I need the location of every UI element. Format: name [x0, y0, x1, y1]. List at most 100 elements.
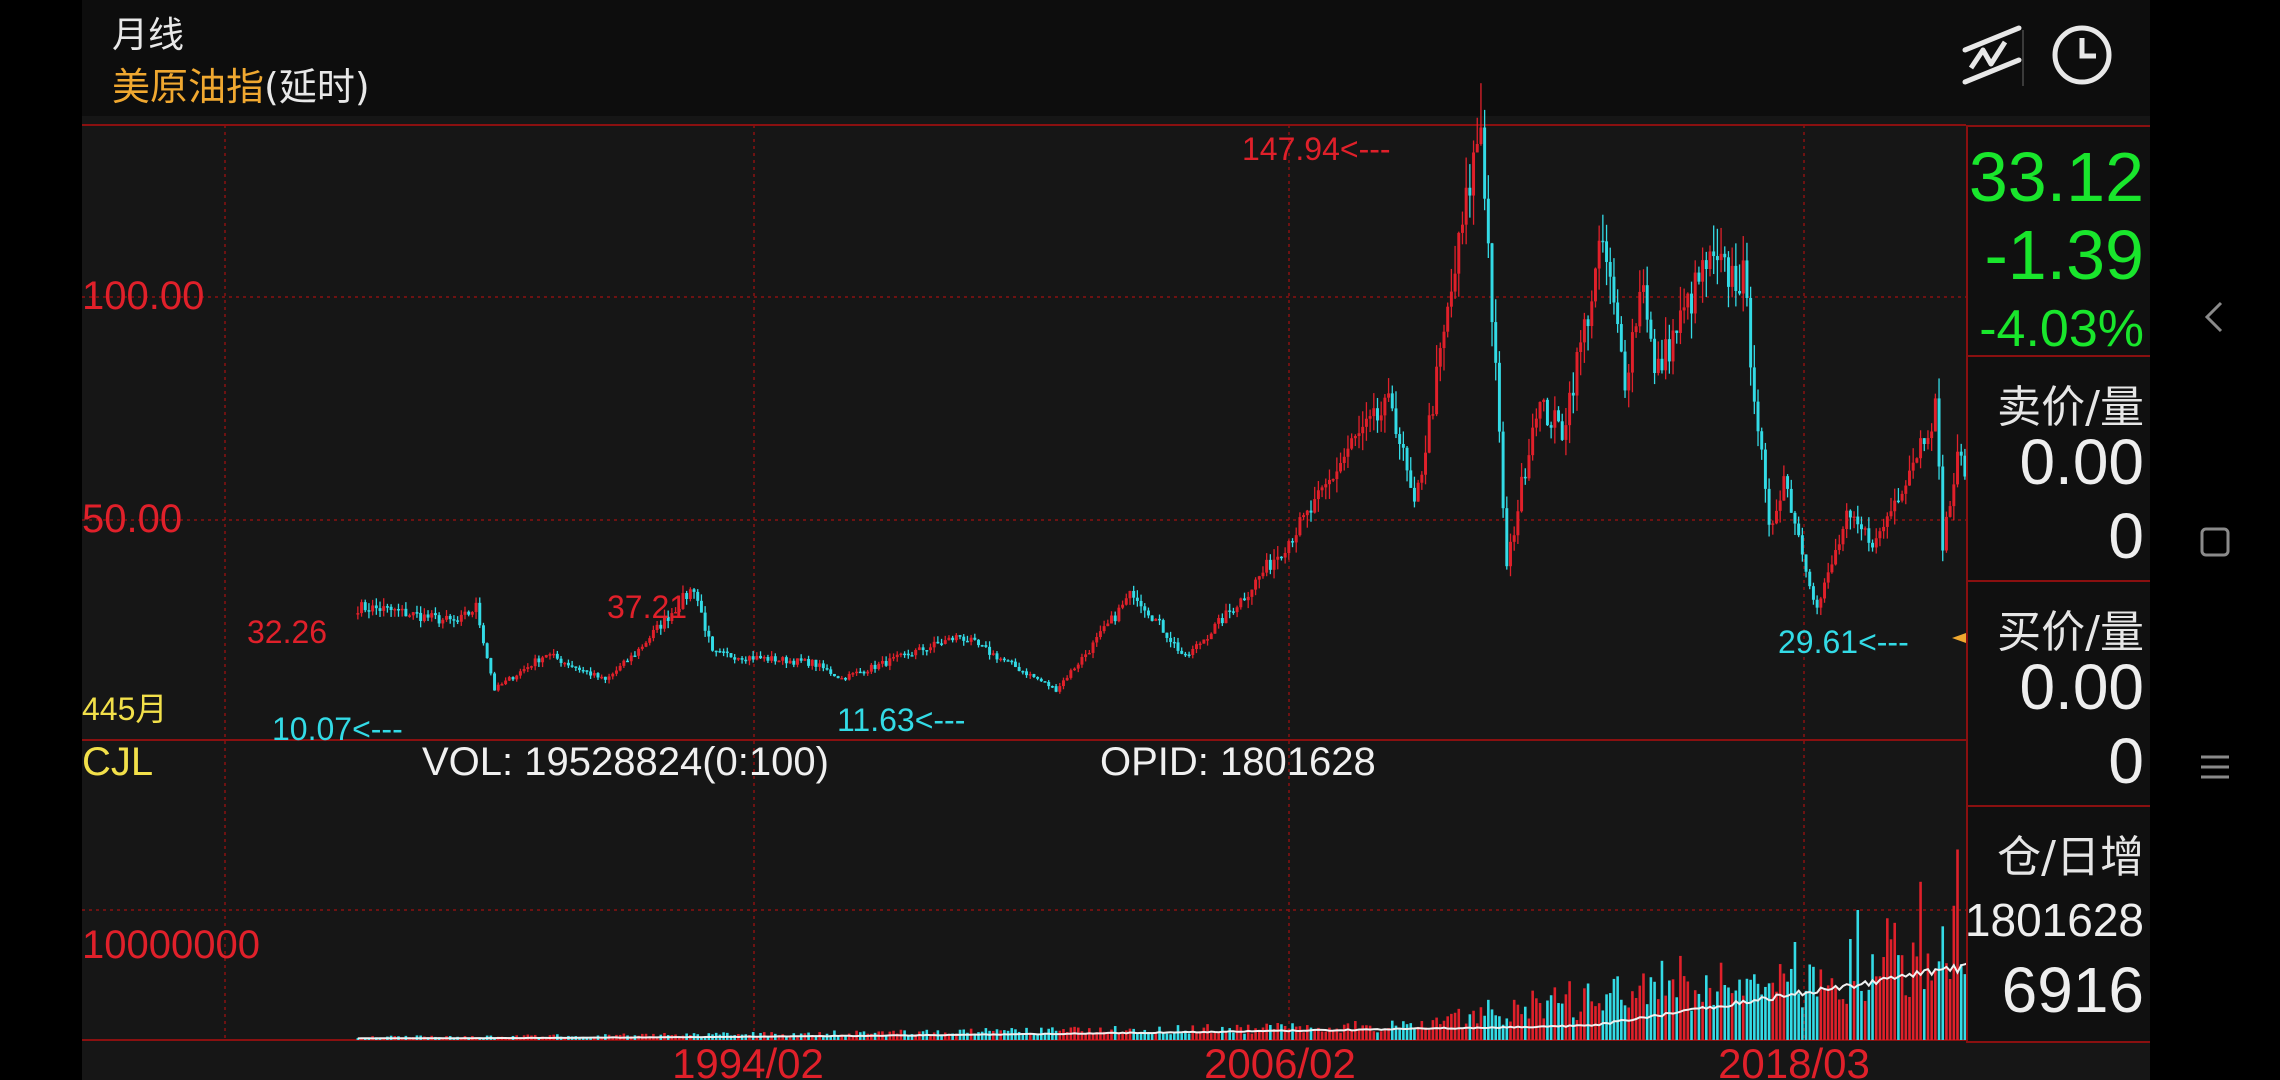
candle-body — [1848, 510, 1852, 518]
candle-body — [555, 653, 559, 659]
candle-body — [1786, 476, 1790, 489]
candle-body — [943, 640, 947, 644]
candle-body — [725, 651, 729, 654]
candle-body — [1069, 670, 1073, 678]
candle-body — [762, 656, 766, 659]
candle-body — [851, 673, 855, 675]
line-draw-icon[interactable] — [1957, 20, 2027, 90]
candle-body — [773, 656, 777, 662]
volume-bar — [1919, 881, 1922, 1040]
home-icon[interactable] — [2195, 522, 2235, 562]
volume-bar — [1553, 987, 1557, 1040]
candle-body — [1228, 610, 1232, 612]
volume-bar — [1934, 970, 1937, 1040]
candlestick-chart[interactable]: 100.00 50.00 445月 147.94<--- 32.26 37.21 10.07… — [82, 0, 2150, 1080]
candle-body — [1087, 652, 1091, 655]
volume-bar — [1243, 1033, 1246, 1040]
volume-bar — [1586, 983, 1590, 1040]
volume-bar — [1368, 1025, 1372, 1040]
candle-body — [1778, 500, 1782, 511]
candle-body — [685, 593, 689, 599]
period-label[interactable]: 月线 — [112, 15, 185, 56]
bar-count-label: 445月 — [82, 691, 167, 727]
candle-body — [589, 671, 593, 676]
candle-body — [781, 657, 785, 661]
candle-body — [1908, 470, 1911, 486]
candle-body — [1309, 510, 1313, 513]
volume-bar — [1110, 1029, 1113, 1040]
volume-bar — [1838, 999, 1841, 1040]
candle-body — [1013, 661, 1017, 667]
volume-bar — [1450, 1013, 1453, 1040]
candle-body — [1767, 488, 1771, 525]
candle-body — [1316, 490, 1320, 500]
volume-bar — [1257, 1031, 1261, 1040]
candle-body — [766, 656, 770, 661]
candle-body — [507, 677, 511, 681]
candle-body — [1361, 426, 1365, 434]
volume-bar — [836, 1035, 840, 1040]
candle-body — [1272, 559, 1276, 570]
candle-body — [522, 669, 526, 672]
volume-bar — [1054, 1030, 1058, 1040]
candle-body — [578, 667, 581, 670]
volume-bar — [1132, 1028, 1135, 1040]
candle-body — [1726, 257, 1730, 287]
volume-bar — [1472, 1010, 1475, 1040]
volume-bar — [895, 1033, 899, 1040]
candle-body — [1065, 677, 1069, 681]
candle-body — [1775, 510, 1778, 524]
candle-body — [917, 647, 921, 650]
candle-body — [895, 654, 899, 658]
candle-body — [1527, 455, 1531, 479]
candle-body — [1649, 319, 1653, 339]
candle-body — [515, 675, 519, 680]
candle-body — [677, 608, 681, 613]
candle-body — [736, 658, 740, 660]
candle-body — [1025, 671, 1029, 676]
candle-body — [729, 653, 733, 658]
volume-bar — [1893, 922, 1897, 1040]
candle-body — [1715, 256, 1719, 261]
candle-body — [977, 639, 980, 646]
candle-body — [1671, 330, 1675, 362]
candle-body — [1235, 607, 1239, 613]
symbol-title: 美原油指(延时) — [112, 56, 370, 111]
candle-body — [1634, 326, 1638, 333]
volume-bar — [1413, 1028, 1416, 1040]
candle-body — [1028, 674, 1032, 676]
menu-icon[interactable] — [2195, 747, 2235, 787]
chart-app: 月线 美原油指(延时) 100.00 50.00 445月 147.94<--- 32.… — [82, 0, 2152, 1080]
candle-body — [1398, 434, 1402, 445]
candle-body — [526, 667, 530, 670]
candle-body — [862, 671, 866, 674]
volume-bar — [1427, 1029, 1431, 1040]
candle-body — [1305, 510, 1309, 516]
back-icon[interactable] — [2195, 297, 2235, 337]
volume-bar — [1812, 966, 1815, 1040]
candle-body — [1497, 362, 1501, 432]
candle-body — [433, 613, 437, 616]
volume-bar — [1712, 1004, 1715, 1040]
candle-body — [441, 619, 445, 624]
volume-bar — [1217, 1033, 1220, 1040]
clock-icon[interactable] — [2047, 20, 2117, 90]
volume-bar — [1335, 1028, 1339, 1040]
candle-body — [618, 665, 622, 671]
candle-body — [1682, 307, 1686, 311]
candle-body — [651, 629, 655, 639]
candle-body — [707, 630, 711, 637]
candle-body — [422, 614, 426, 621]
volume-bar — [1801, 1007, 1804, 1040]
candle-body — [1859, 524, 1863, 530]
volume-bar — [1889, 939, 1893, 1040]
volume-bar — [703, 1036, 707, 1040]
candle-body — [1590, 301, 1594, 327]
candle-body — [659, 624, 663, 629]
candle-body — [888, 658, 892, 666]
candle-body — [714, 650, 718, 653]
candle-body — [733, 657, 737, 660]
candle-body — [1534, 418, 1538, 428]
volume-bar — [1246, 1024, 1250, 1040]
candle-body — [1531, 427, 1535, 456]
